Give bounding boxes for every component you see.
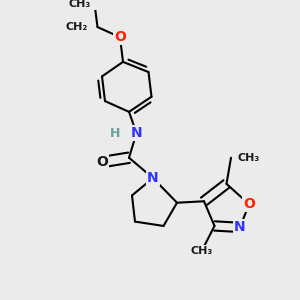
Text: N: N [147,171,159,185]
Text: CH₃: CH₃ [238,153,260,163]
Text: CH₃: CH₃ [190,246,213,256]
Text: N: N [131,126,142,140]
Text: CH₃: CH₃ [68,0,91,9]
Text: N: N [234,220,246,234]
Text: CH₂: CH₂ [65,22,88,32]
Text: H: H [110,127,121,140]
Text: O: O [243,197,255,211]
Text: O: O [96,155,108,169]
Text: O: O [114,30,126,44]
